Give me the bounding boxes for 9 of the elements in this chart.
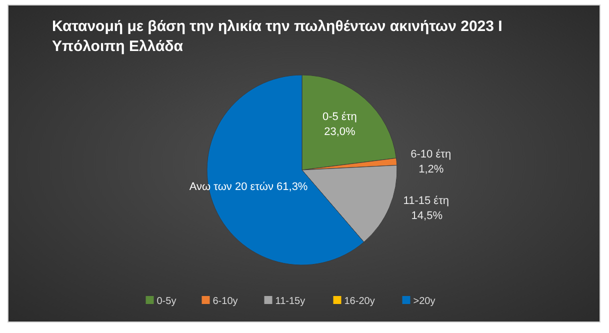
legend-label: >20y <box>413 296 436 307</box>
legend-label: 6-10y <box>212 296 238 307</box>
data-label: 11-15 έτη 14,5% <box>403 195 450 222</box>
legend-label: 0-5y <box>156 296 176 307</box>
chart-title: Κατανομή με βάση την ηλικία την πωληθέντων ακινήτων 2023 Ι Υπόλοιπη Ελλάδα <box>52 18 502 55</box>
data-label: 0-5 έτη 23,0% <box>322 111 357 138</box>
legend-label: 11-15y <box>275 296 306 307</box>
data-label: 6-10 έτη 1,2% <box>410 148 452 176</box>
legend-label: 16-20y <box>344 296 375 307</box>
